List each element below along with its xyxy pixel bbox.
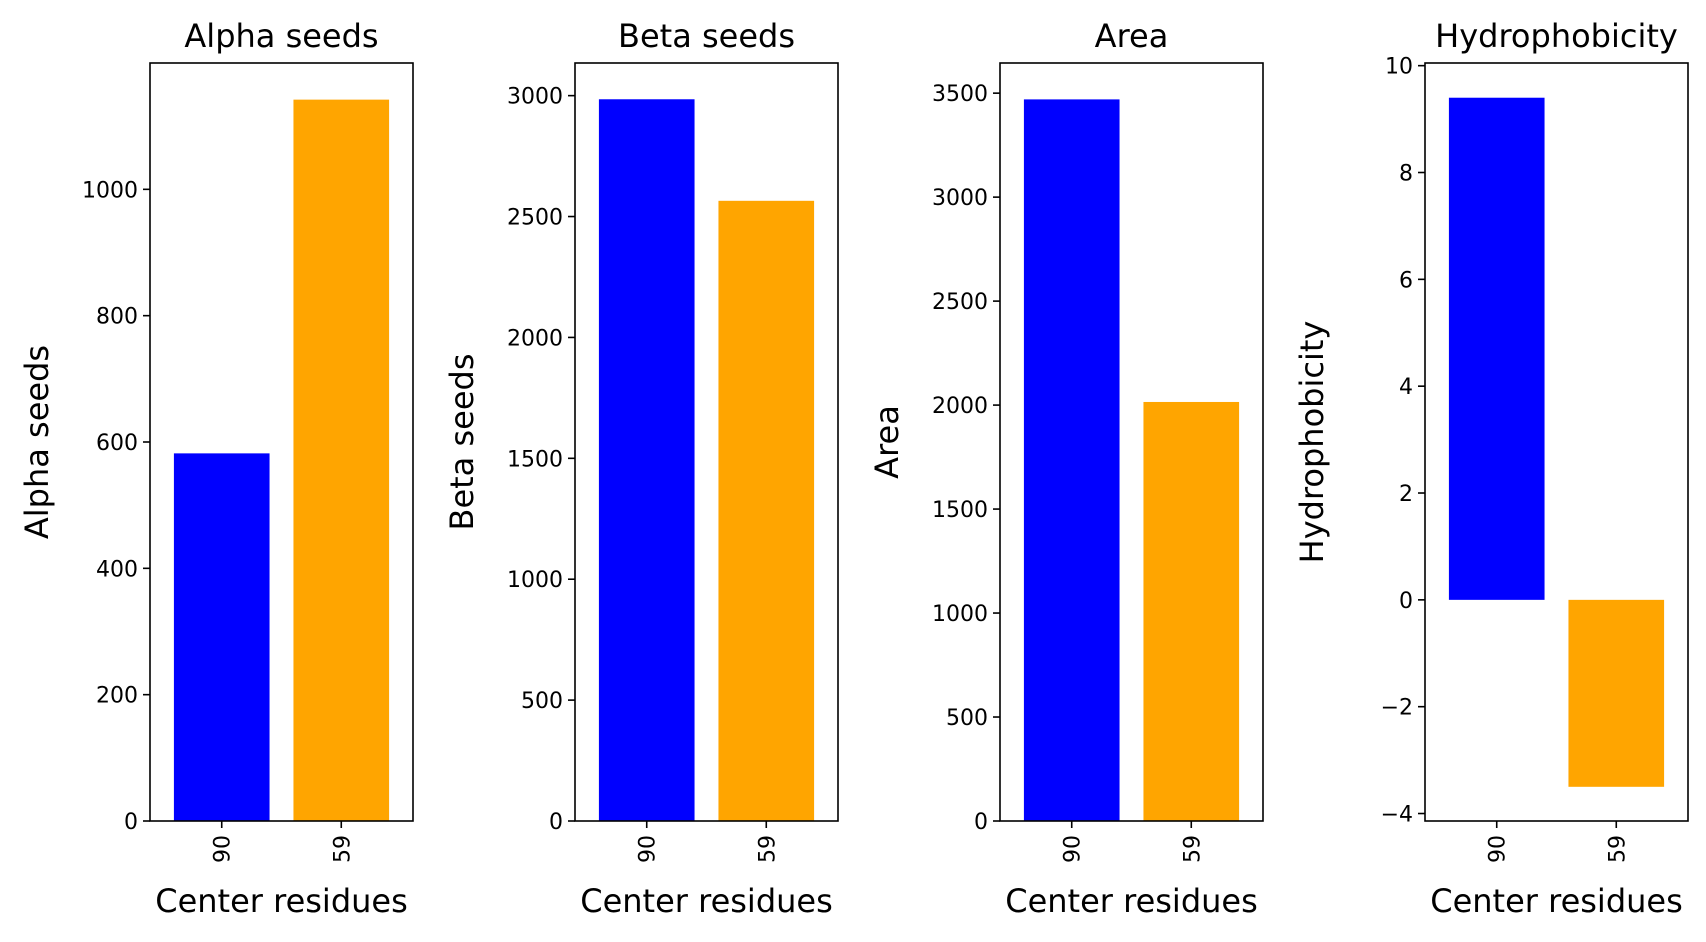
subplot-title: Area xyxy=(1095,17,1169,55)
x-axis-label: Center residues xyxy=(1005,882,1258,920)
y-tick-label: 10 xyxy=(1385,55,1413,80)
bar-59 xyxy=(293,99,390,822)
y-tick-label: 2 xyxy=(1399,482,1413,507)
y-tick-label: 800 xyxy=(96,305,138,330)
subplot-2: 0 500 1000 1500 2000 2500 3000 90 59 Beta seeds Ce… xyxy=(443,17,839,920)
y-tick-label: 8 xyxy=(1399,162,1413,187)
y-tick-label: 3500 xyxy=(932,82,988,107)
y-tick-label: 1000 xyxy=(82,178,138,203)
x-tick-label: 59 xyxy=(1180,835,1205,863)
y-tick-label: 1000 xyxy=(507,568,563,593)
y-tick-label: 4 xyxy=(1399,375,1413,400)
y-axis-label: Hydrophobicity xyxy=(1293,321,1331,564)
y-tick-label: 3000 xyxy=(507,85,563,110)
y-tick-label: 600 xyxy=(96,431,138,456)
y-tick-label: 1500 xyxy=(507,447,563,472)
subplot-title: Alpha seeds xyxy=(184,17,378,55)
bar-90 xyxy=(1023,99,1120,821)
y-tick-label: 2500 xyxy=(507,206,563,231)
bar-59 xyxy=(718,200,815,821)
x-axis-label: Center residues xyxy=(580,882,833,920)
x-tick-label: 59 xyxy=(1605,835,1630,863)
y-axis-label: Beta seeds xyxy=(443,354,481,531)
y-tick-label: 2000 xyxy=(507,326,563,351)
bar-90 xyxy=(173,453,270,821)
axes-frame xyxy=(999,62,1264,822)
bar-59 xyxy=(1568,599,1665,787)
axes-frame xyxy=(574,62,839,822)
x-tick-label: 90 xyxy=(636,835,661,863)
y-axis-label: Area xyxy=(868,405,906,479)
y-tick-label: 3000 xyxy=(932,186,988,211)
y-tick-label: 0 xyxy=(974,810,988,835)
y-tick-label: 200 xyxy=(96,684,138,709)
y-tick-label: −2 xyxy=(1381,696,1413,721)
subplot-4: −4 −2 0 2 4 6 8 10 90 59 Hydrophobicity Center resi… xyxy=(1293,17,1689,920)
x-tick-label: 59 xyxy=(330,835,355,863)
subplot-1: 0 200 400 600 800 1000 90 59 Alpha seeds Center r… xyxy=(18,17,414,920)
x-axis-label: Center residues xyxy=(155,882,408,920)
x-tick-label: 90 xyxy=(211,835,236,863)
x-axis-label: Center residues xyxy=(1430,882,1683,920)
y-tick-label: 0 xyxy=(124,810,138,835)
x-tick-label: 90 xyxy=(1061,835,1086,863)
bar-90 xyxy=(598,99,695,821)
axes-frame xyxy=(1424,62,1689,822)
y-tick-label: 0 xyxy=(1399,589,1413,614)
y-tick-label: 0 xyxy=(549,810,563,835)
y-axis-label: Alpha seeds xyxy=(18,345,56,539)
subplot-title: Beta seeds xyxy=(618,17,795,55)
y-tick-label: 1500 xyxy=(932,498,988,523)
x-tick-label: 59 xyxy=(755,835,780,863)
bar-59 xyxy=(1143,401,1240,821)
y-tick-label: −4 xyxy=(1381,803,1413,828)
y-tick-label: 500 xyxy=(521,689,563,714)
bar-90 xyxy=(1448,97,1545,600)
y-tick-label: 1000 xyxy=(932,602,988,627)
y-tick-label: 2500 xyxy=(932,290,988,315)
subplot-title: Hydrophobicity xyxy=(1435,17,1678,55)
y-tick-label: 500 xyxy=(946,706,988,731)
y-tick-label: 2000 xyxy=(932,394,988,419)
subplot-3: 0 500 1000 1500 2000 2500 3000 3500 90 59 Area Cent… xyxy=(868,17,1264,920)
x-tick-label: 90 xyxy=(1486,835,1511,863)
y-tick-label: 400 xyxy=(96,557,138,582)
y-tick-label: 6 xyxy=(1399,268,1413,293)
